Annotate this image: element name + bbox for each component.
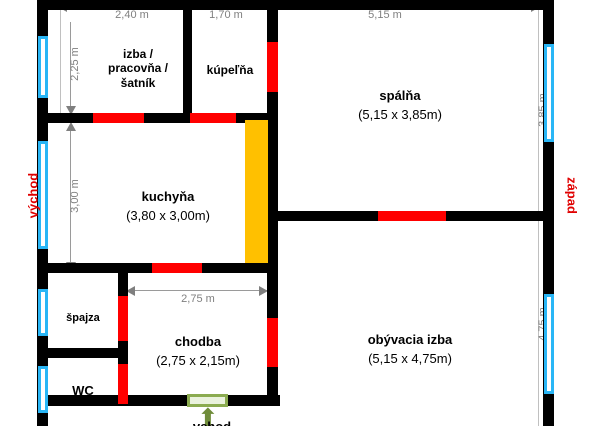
wall-interior-central-spine [267,113,278,406]
left-dimension-line-kuchyna [70,125,71,270]
window-obyvacia-right [544,294,554,394]
window-izba-left [38,36,48,98]
door-kupelna-bottom [190,113,236,123]
window-wc-left [38,366,48,413]
room-dims-spalna: (5,15 x 3,85m) [358,106,442,122]
room-name-izba: izba / pracovňa / šatník [107,46,169,90]
door-izba [93,113,144,123]
room-name-spajza: špajza [66,312,100,325]
left-dimension-arrow-izba [66,106,76,115]
left-dimension-line-izba [70,22,71,114]
chodba-dimension-line [128,290,268,291]
window-spalna-right [544,44,554,142]
room-dims-chodba: (2,75 x 2,15m) [156,352,240,368]
room-label-spajza: špajza [48,299,118,326]
room-name-kuchyna: kuchyňa [141,188,195,204]
left-dimension-arrow-kuchyna-top [66,122,76,131]
wall-exterior-top [37,0,554,10]
wall-interior-izba-kupelna [183,10,192,122]
entry-label: vchod [152,419,272,426]
room-name-spalna: spálňa [379,87,421,103]
door-kupelna-right [267,42,278,92]
room-label-izba: izba / pracovňa / šatník [93,32,183,91]
door-chodba-obyvacia [267,318,278,367]
top-dimension-tick-left [60,6,61,116]
door-spalna-obyvacia [378,211,446,221]
room-label-wc: WC [48,367,118,399]
door-spajza [118,296,128,341]
room-label-obyvacia: obývacia izba (5,15 x 4,75m) [300,316,520,382]
dimension-kupelna-width: 1,70 m [209,9,243,21]
kitchen-counter-highlight [245,120,268,263]
chodba-dimension-arrow-right [259,286,268,296]
window-kuchyna-left [38,141,48,249]
dimension-spalna-width: 5,15 m [368,9,402,21]
compass-west-label: západ [564,177,580,214]
entry-direction-arrow: ⬆ [197,403,219,426]
chodba-dimension-arrow-left [126,286,135,296]
room-name-wc: WC [72,382,94,398]
room-name-kupelna: kúpeľňa [206,62,254,77]
right-dimension-tick-upper [538,14,539,219]
dimension-izba-height: 2,25 m [69,47,81,81]
room-label-spalna: spálňa (5,15 x 3,85m) [300,72,500,138]
wall-exterior-bottom-right [228,395,280,406]
room-label-kuchyna: kuchyňa (3,80 x 3,00m) [78,173,258,239]
wall-interior-top-horizontal [37,113,278,123]
entry-door [187,394,228,407]
room-name-chodba: chodba [174,333,222,349]
window-spajza-left [38,289,48,336]
compass-east-label: východ [25,172,41,219]
door-wc [118,364,128,404]
right-dimension-tick-lower [538,221,539,426]
room-label-kupelna: kúpeľňa [190,48,270,77]
wall-interior-spajza-wc [37,348,128,358]
room-label-chodba: chodba (2,75 x 2,15m) [128,318,268,384]
room-dims-obyvacia: (5,15 x 4,75m) [368,350,452,366]
room-dims-kuchyna: (3,80 x 3,00m) [126,207,210,223]
room-name-obyvacia: obývacia izba [367,331,453,347]
dimension-chodba-width: 2,75 m [181,293,215,305]
dimension-izba-width: 2,40 m [115,9,149,21]
door-kuchyna-chodba [152,263,202,273]
wall-exterior-bottom-left [37,395,187,406]
